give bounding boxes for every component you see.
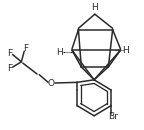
Text: F: F — [7, 64, 13, 73]
Text: Br: Br — [108, 112, 118, 121]
Text: H: H — [91, 3, 98, 12]
Text: F: F — [23, 44, 28, 53]
Text: F: F — [7, 49, 13, 58]
Text: O: O — [48, 79, 55, 88]
Text: H: H — [122, 46, 129, 55]
Text: H: H — [56, 48, 63, 57]
